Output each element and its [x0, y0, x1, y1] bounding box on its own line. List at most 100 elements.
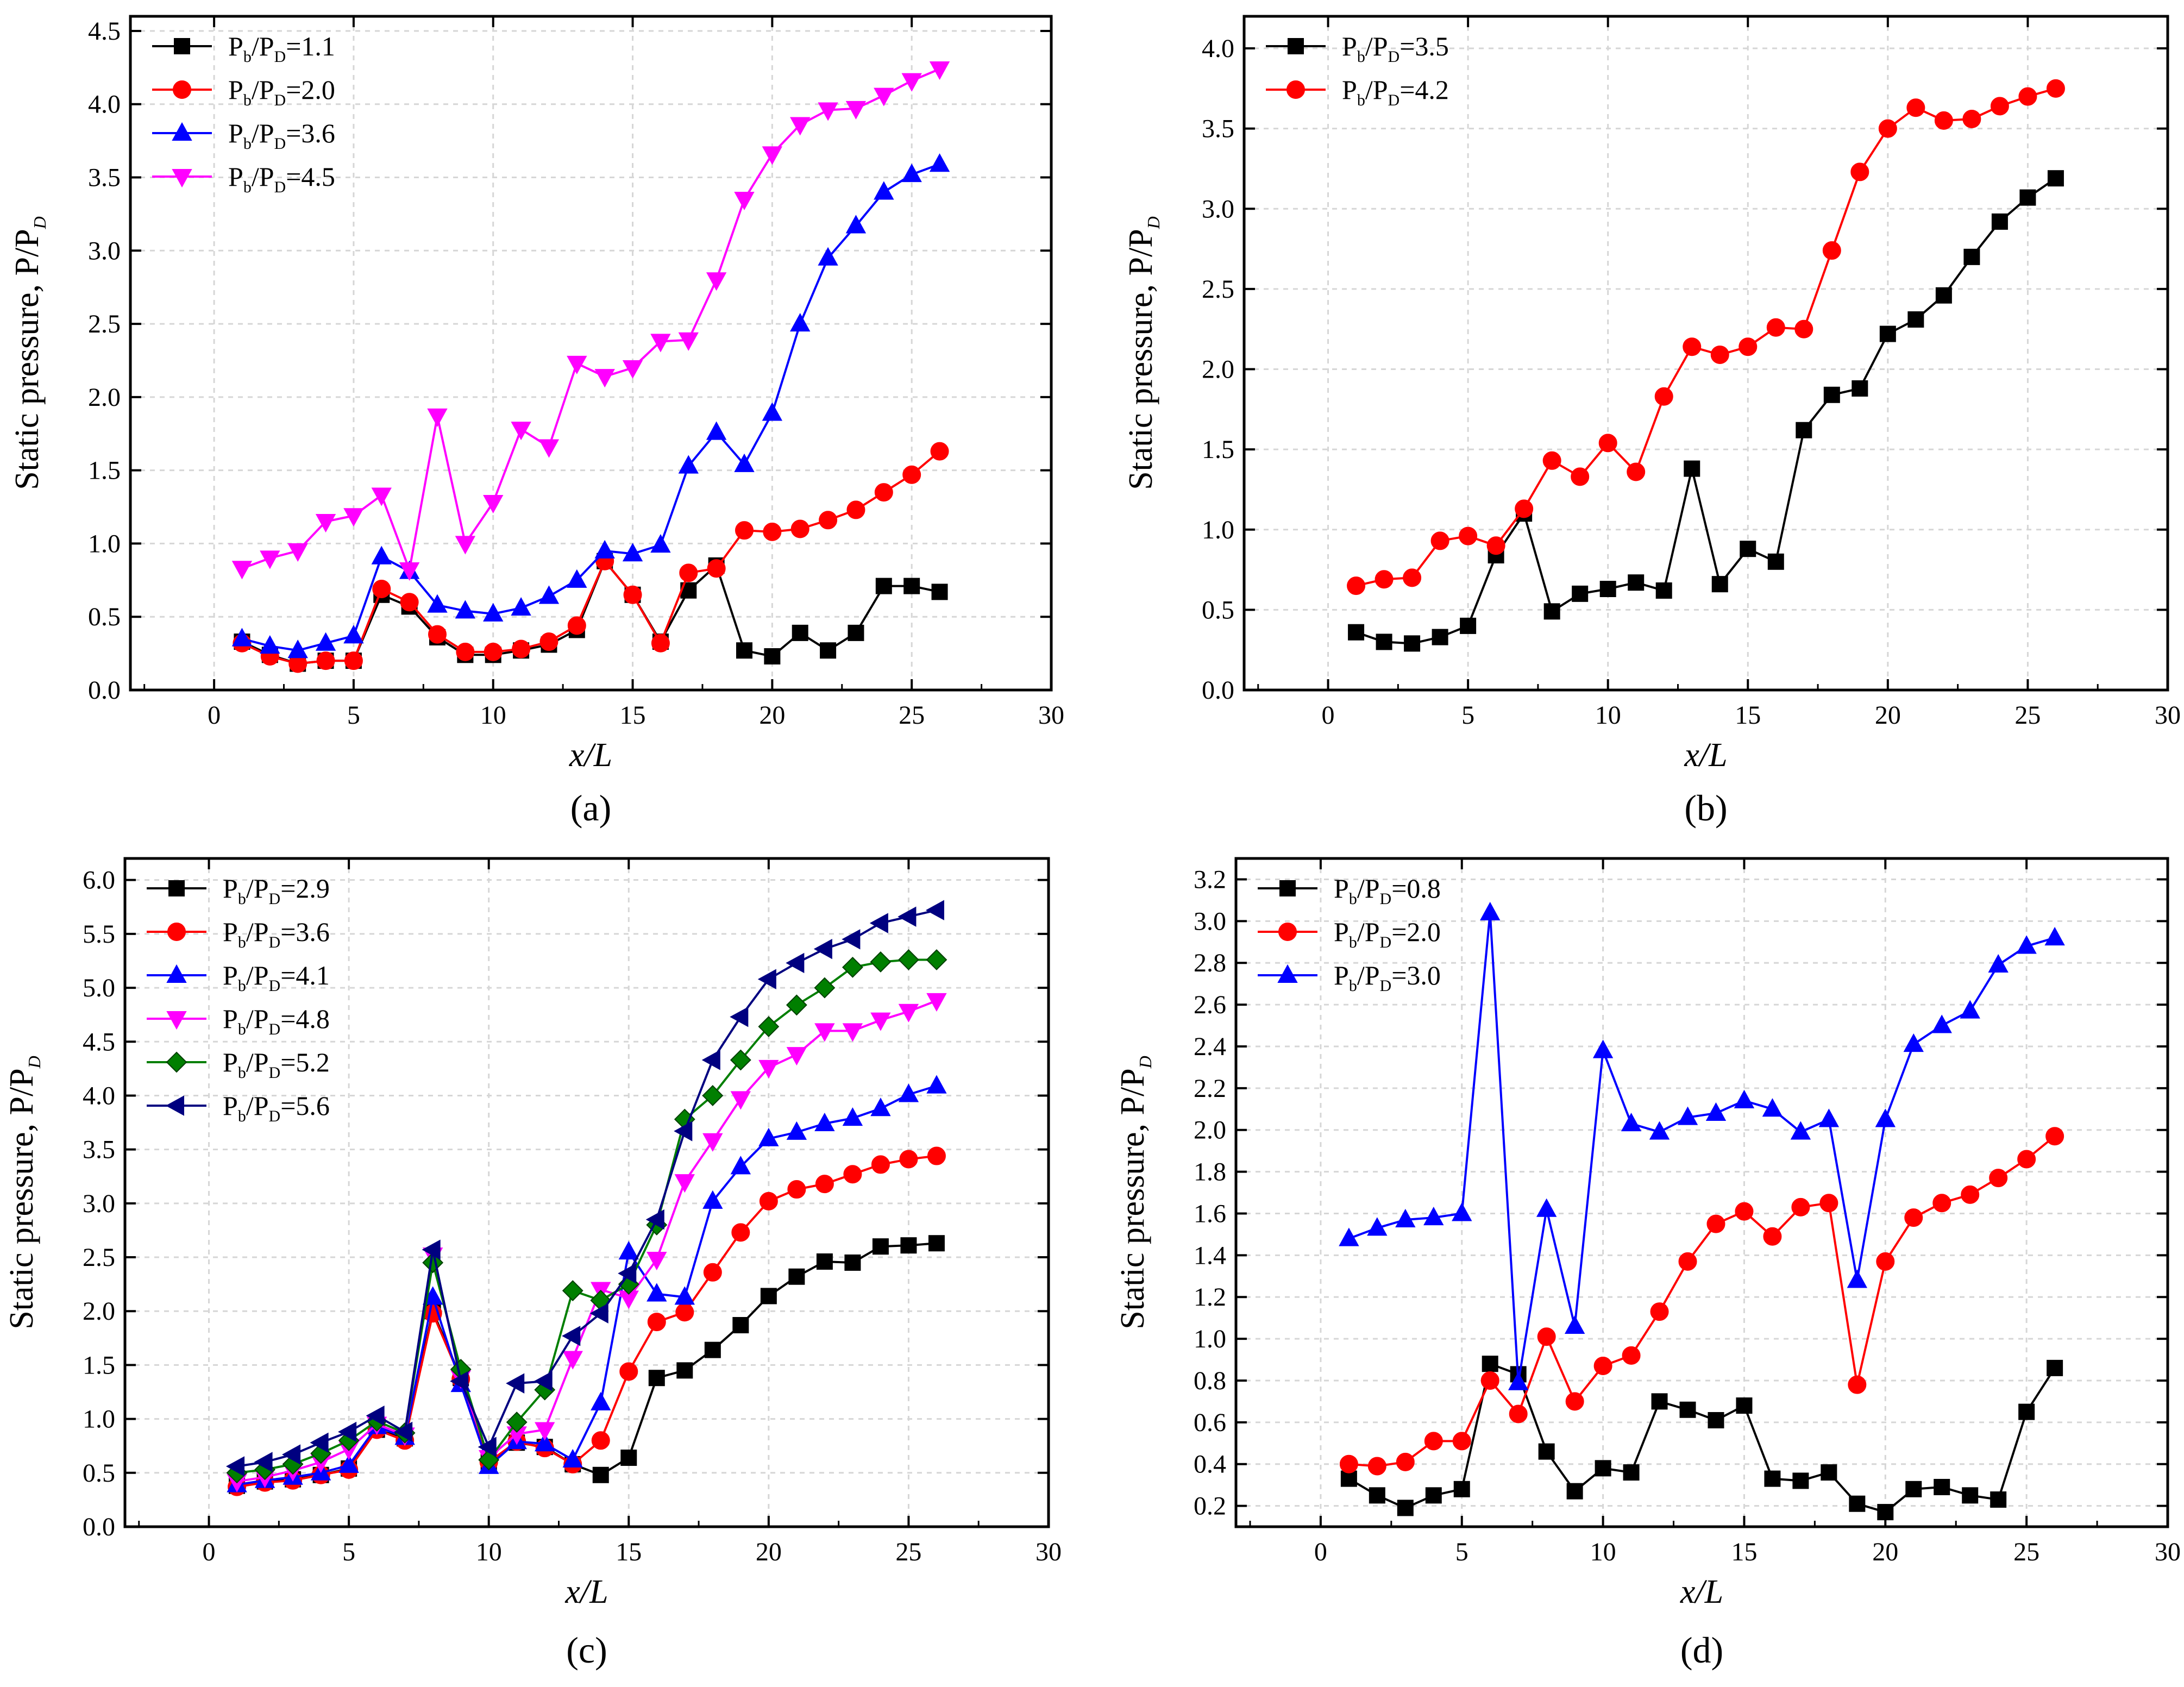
data-point	[1818, 1108, 1840, 1127]
data-point	[650, 534, 671, 553]
legend-label: Pb/PD=1.1	[228, 31, 335, 66]
y-tick-label: 3.0	[1202, 195, 1234, 223]
y-tick-label: 3.0	[83, 1189, 115, 1218]
data-point	[455, 536, 476, 555]
data-point	[539, 632, 558, 651]
data-point	[734, 453, 755, 472]
x-tick-label: 0	[1322, 701, 1335, 730]
series-line	[1355, 87, 2056, 587]
data-point	[1347, 576, 1366, 595]
data-point	[1486, 536, 1505, 555]
y-tick-label: 4.0	[88, 90, 121, 119]
y-tick-label: 0.0	[1202, 676, 1234, 705]
data-point	[679, 563, 698, 582]
legend-marker	[1278, 923, 1297, 941]
data-point	[618, 1263, 637, 1284]
data-point	[1572, 585, 1589, 602]
y-tick-label: 0.2	[1194, 1492, 1226, 1521]
data-point	[399, 562, 420, 581]
y-tick-label: 2.4	[1194, 1032, 1226, 1061]
data-point	[758, 1059, 779, 1078]
data-point	[455, 600, 476, 619]
data-point	[1735, 1202, 1754, 1221]
legend: Pb/PD=1.1 Pb/PD=2.0 Pb/PD=3.6 Pb/PD=4.5	[152, 31, 335, 196]
data-point	[1791, 1197, 1810, 1216]
data-point	[730, 1156, 751, 1175]
data-point	[310, 1432, 329, 1453]
data-point	[282, 1444, 301, 1465]
legend-label: Pb/PD=2.9	[223, 873, 330, 908]
data-point	[678, 332, 699, 351]
y-tick-label: 4.0	[1202, 34, 1234, 63]
data-point	[1852, 380, 1868, 397]
y-tick-label: 4.5	[88, 17, 121, 46]
legend-label: Pb/PD=4.8	[223, 1004, 330, 1038]
y-tick-label: 0.5	[88, 603, 121, 631]
series-2	[233, 442, 949, 673]
x-tick-label: 25	[2014, 701, 2041, 730]
legend-marker	[1279, 880, 1296, 896]
data-point	[928, 1235, 945, 1252]
panel-c: 0 5 10 15 20 25 30 0.0 0.5 1.0 1.5 2.0 2.5 3.0 3.5 4.0 4…	[3, 857, 1062, 1671]
data-point	[2046, 79, 2065, 98]
data-point	[759, 1191, 778, 1211]
data-point	[702, 1133, 723, 1152]
y-tick-label: 0.8	[1194, 1366, 1226, 1395]
data-point	[1878, 119, 1897, 138]
panel-d: 0 5 10 15 20 25 30 0.2 0.4 0.6 0.8 1.0 1.2 1.4 1.6 1.8 2…	[1114, 857, 2181, 1671]
data-point	[676, 1362, 693, 1379]
data-point	[478, 1437, 497, 1457]
data-point	[316, 651, 335, 670]
x-tick-label: 30	[1035, 1538, 1062, 1566]
data-point	[931, 584, 948, 600]
data-point	[734, 191, 755, 211]
series-4	[231, 61, 950, 581]
series-3	[231, 153, 950, 659]
data-point	[1339, 1227, 1359, 1246]
data-point	[1988, 954, 2009, 973]
data-point	[730, 1006, 749, 1027]
data-point	[1934, 1478, 1950, 1495]
legend-marker	[172, 169, 192, 188]
y-tick-label: 2.0	[1194, 1116, 1226, 1145]
data-point	[231, 628, 253, 647]
data-point	[929, 153, 950, 172]
data-point	[506, 1373, 525, 1394]
series-4	[227, 993, 947, 1492]
data-point	[483, 603, 504, 622]
data-point	[787, 1180, 806, 1199]
y-tick-label: 2.0	[88, 383, 121, 412]
legend-marker	[165, 1095, 184, 1116]
x-tick-label: 25	[2013, 1538, 2039, 1566]
x-tick-label: 10	[476, 1538, 502, 1566]
data-point	[843, 1165, 862, 1184]
data-point	[760, 1288, 777, 1305]
x-tick-label: 25	[895, 1538, 921, 1566]
y-tick-label: 1.0	[1194, 1325, 1226, 1353]
series-line	[236, 958, 937, 1474]
data-point	[592, 1466, 609, 1483]
data-point	[1397, 1500, 1414, 1516]
y-tick-label: 5.5	[83, 920, 115, 949]
data-point	[901, 73, 922, 92]
series-line	[236, 1000, 937, 1483]
data-point	[343, 625, 364, 644]
y-tick-label: 1.0	[83, 1405, 115, 1434]
y-tick-label: 4.5	[83, 1027, 115, 1056]
legend-label: Pb/PD=4.2	[1342, 74, 1449, 109]
series-2	[1347, 79, 2065, 595]
legend-marker	[1288, 38, 1304, 54]
data-point	[786, 952, 805, 974]
y-tick-label: 1.0	[1202, 516, 1234, 544]
data-point	[1452, 1202, 1472, 1221]
data-point	[1876, 1252, 1895, 1271]
data-point	[819, 511, 838, 530]
x-tick-label: 0	[1314, 1538, 1327, 1566]
data-point	[678, 455, 699, 474]
data-point	[818, 247, 838, 266]
legend-marker	[174, 38, 190, 54]
data-point	[870, 1098, 891, 1117]
y-tick-label: 1.5	[1202, 435, 1234, 464]
data-point	[901, 164, 922, 183]
